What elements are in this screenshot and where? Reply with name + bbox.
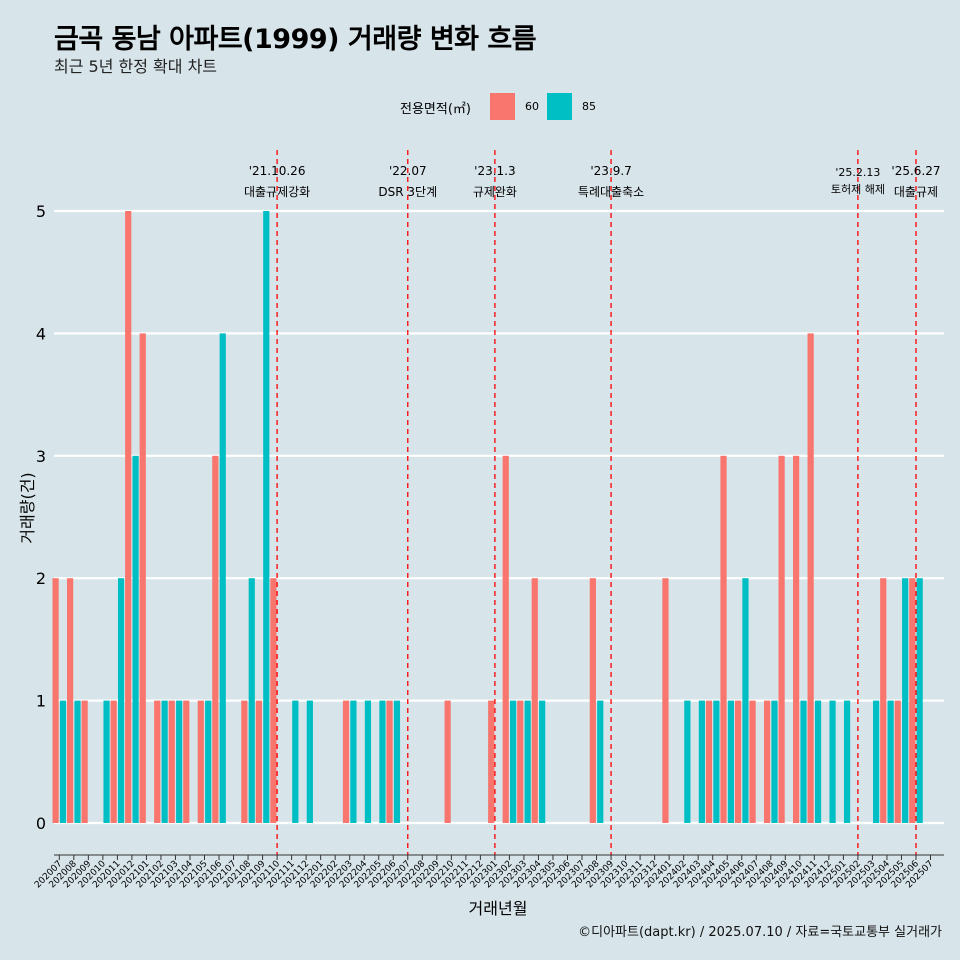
bar-85-202506	[916, 578, 923, 823]
bar-60-202109	[255, 700, 262, 823]
bar-85-202105	[205, 700, 212, 823]
bar-60-202009	[81, 700, 88, 823]
bar-60-202506	[909, 578, 916, 823]
bar-60-202301	[488, 700, 495, 823]
bar-85-202302	[510, 700, 517, 823]
bar-85-202008	[74, 700, 81, 823]
event-label: 대출규제	[894, 185, 938, 199]
event-date: '25.2.13	[835, 166, 880, 179]
y-tick-label: 1	[36, 692, 46, 711]
legend-label-85: 85	[582, 100, 596, 113]
y-tick-label: 0	[36, 814, 46, 833]
bar-60-202401	[662, 578, 669, 823]
bar-60-202203	[342, 700, 350, 823]
event-date: '22.07	[389, 164, 427, 178]
bar-85-202012	[132, 455, 139, 823]
legend: 전용면적(㎡) 60 85	[0, 92, 960, 122]
bar-60-202504	[880, 578, 887, 823]
bar-60-202505	[894, 700, 901, 823]
event-date: '25.6.27	[891, 164, 940, 178]
bar-60-202406	[734, 700, 742, 823]
bar-60-202304	[531, 578, 538, 823]
bar-60-202007	[52, 578, 59, 823]
bar-85-202411	[814, 700, 822, 823]
y-axis-title: 거래량(건)	[18, 472, 37, 543]
bar-85-202106	[219, 333, 226, 823]
source-caption: ©디아파트(dapt.kr) / 2025.07.10 / 자료=국토교통부 실…	[578, 925, 942, 940]
chart-subtitle: 최근 5년 한정 확대 차트	[54, 57, 218, 76]
bar-85-202503	[873, 700, 880, 823]
bar-60-202206	[386, 700, 393, 823]
bar-60-202105	[197, 700, 204, 823]
bar-85-202011	[117, 578, 125, 823]
bar-85-202203	[350, 700, 357, 823]
bar-60-202101	[139, 333, 146, 823]
bar-60-202407	[749, 700, 756, 823]
bar-60-202210	[444, 700, 451, 823]
bar-60-202409	[778, 455, 785, 823]
bar-85-202103	[176, 700, 183, 823]
legend-label-60: 60	[525, 100, 539, 113]
bar-60-202405	[720, 455, 727, 823]
event-date: '23.1.3	[474, 164, 515, 178]
x-axis-title: 거래년월	[469, 899, 528, 918]
event-label: 대출규제강화	[244, 185, 310, 199]
bar-85-202406	[742, 578, 749, 823]
y-tick-label: 2	[36, 569, 46, 588]
bar-85-202404	[713, 700, 720, 823]
bar-60-202302	[502, 455, 509, 823]
legend-swatch-85	[547, 93, 572, 120]
bar-85-202109	[263, 211, 270, 823]
legend-title: 전용면적(㎡)	[400, 102, 471, 117]
bar-85-202403	[698, 700, 705, 823]
bar-60-202008	[67, 578, 74, 823]
bar-85-202412	[829, 700, 836, 823]
chart-title: 금곡 동남 아파트(1999) 거래량 변화 흐름	[54, 24, 537, 55]
bar-60-202410	[793, 455, 800, 823]
bar-85-202504	[887, 700, 894, 823]
bar-60-202110	[270, 578, 277, 823]
bar-60-202106	[212, 455, 219, 823]
event-date: '23.9.7	[590, 164, 631, 178]
bar-60-202102	[154, 700, 161, 823]
bar-85-202108	[248, 578, 255, 823]
bar-85-202010	[103, 700, 110, 823]
bar-60-202103	[168, 700, 175, 823]
bar-85-202408	[771, 700, 778, 823]
bar-60-202408	[763, 700, 771, 823]
bar-60-202011	[110, 700, 117, 823]
event-label: 토허제 해제	[831, 182, 885, 196]
bar-85-202007	[59, 700, 67, 823]
bar-60-202411	[807, 333, 814, 823]
bar-85-202102	[161, 700, 168, 823]
bar-85-202111	[292, 700, 299, 823]
bar-85-202405	[727, 700, 735, 823]
bar-60-202104	[183, 700, 190, 823]
bar-85-202303	[524, 700, 531, 823]
bar-85-202501	[843, 700, 851, 823]
bar-60-202012	[125, 211, 132, 823]
bar-60-202404	[705, 700, 713, 823]
y-tick-label: 3	[36, 447, 46, 466]
bar-85-202112	[306, 700, 313, 823]
bar-85-202308	[597, 700, 604, 823]
bar-85-202204	[364, 700, 372, 823]
event-label: 규제완화	[473, 185, 517, 199]
legend-swatch-60	[490, 93, 515, 120]
bar-85-202205	[379, 700, 386, 823]
bar-85-202304	[539, 700, 546, 823]
bar-85-202402	[684, 700, 691, 823]
y-tick-label: 5	[36, 202, 46, 221]
event-label: DSR 3단계	[378, 185, 437, 199]
bar-60-202303	[517, 700, 524, 823]
bar-60-202308	[589, 578, 596, 823]
bar-85-202410	[800, 700, 807, 823]
bar-85-202206	[393, 700, 401, 823]
y-tick-label: 4	[36, 324, 46, 343]
event-date: '21.10.26	[249, 164, 306, 178]
event-label: 특례대출축소	[578, 185, 644, 199]
bar-60-202108	[241, 700, 248, 823]
bar-85-202505	[902, 578, 909, 823]
